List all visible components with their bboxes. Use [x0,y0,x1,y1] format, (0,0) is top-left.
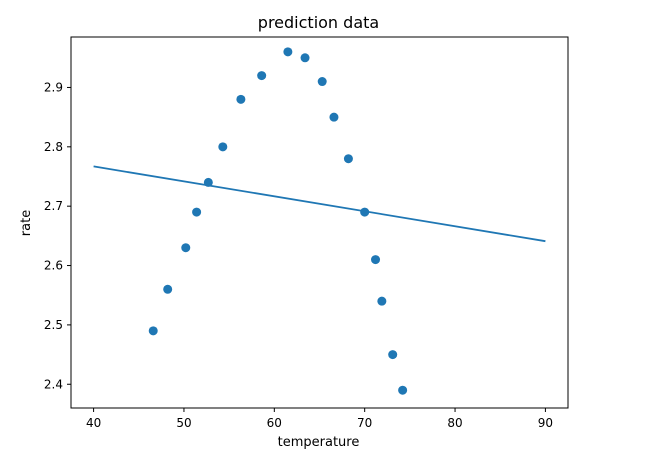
scatter-point [283,47,293,57]
plot-frame [70,36,569,409]
scatter-point [163,284,173,294]
scatter-point [329,112,339,122]
scatter-point [371,255,381,265]
scatter-point [218,142,228,152]
y-tick-label: 2.8 [44,140,63,154]
y-tick-label: 2.9 [44,80,63,94]
scatter-point [192,207,202,217]
plot-layer: 40 50 60 70 80 90 2.4 2.5 2.6 2.7 2.8 2.9 [44,36,569,430]
scatter-point [317,77,327,87]
scatter-point [236,94,246,104]
x-tick-label: 40 [86,416,101,430]
y-tick-label: 2.4 [44,377,63,391]
x-tick-label: 70 [357,416,372,430]
x-tick-label: 90 [538,416,553,430]
scatter-point [360,207,370,217]
y-tick-label: 2.6 [44,259,63,273]
regression-line [93,165,546,243]
x-tick-label: 80 [447,416,462,430]
scatter-point [300,53,310,63]
y-tick-label: 2.5 [44,318,63,332]
x-tick-label: 50 [176,416,191,430]
y-axis-label: rate [19,210,34,236]
scatter-point [257,71,267,81]
scatter-point [203,177,213,187]
scatter-point [388,350,398,360]
chart-title: prediction data [258,13,379,32]
scatter-point [181,243,191,253]
y-tick-label: 2.7 [44,199,63,213]
scatter-point [148,326,158,336]
x-axis-label: temperature [278,435,360,450]
scatter-point [398,385,408,395]
scatter-point [377,296,387,306]
scatter-point [343,154,353,164]
x-tick-label: 60 [267,416,282,430]
